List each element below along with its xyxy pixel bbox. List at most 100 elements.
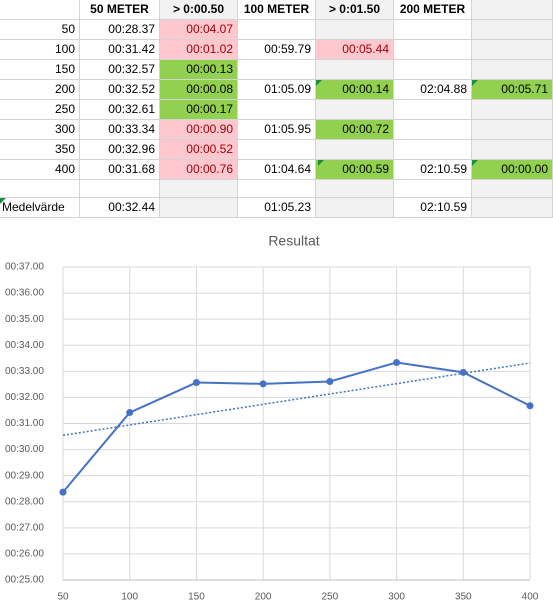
y-tick-label: 00:29.00 [5, 470, 44, 481]
cell: 00:05.44 [316, 40, 394, 60]
x-tick-label: 100 [121, 592, 138, 603]
cell [394, 100, 472, 120]
y-tick-label: 00:30.00 [5, 444, 44, 455]
cell [472, 120, 553, 140]
cell [160, 180, 238, 198]
y-tick-label: 00:34.00 [5, 340, 44, 351]
cell: 00:28.37 [80, 20, 160, 40]
data-point [393, 358, 401, 366]
error-indicator [316, 80, 322, 86]
y-tick-label: 00:26.00 [5, 549, 44, 560]
cell: 01:05.95 [238, 120, 316, 140]
cell: 00:32.61 [80, 100, 160, 120]
cell: 00:00.90 [160, 120, 238, 140]
cell [238, 100, 316, 120]
cell: 00:00.59 [316, 160, 394, 180]
cell: 02:10.59 [394, 198, 472, 218]
cell [394, 60, 472, 80]
cell [472, 20, 553, 40]
row-label: 350 [0, 140, 80, 160]
cell [316, 100, 394, 120]
header-cell: 200 METER [394, 0, 472, 20]
error-indicator [318, 160, 324, 166]
y-tick-label: 00:25.00 [5, 575, 44, 586]
x-tick-label: 400 [522, 592, 539, 603]
cell: 00:00.13 [160, 60, 238, 80]
cell [394, 120, 472, 140]
y-tick-label: 00:27.00 [5, 522, 44, 533]
cell: 00:59.79 [238, 40, 316, 60]
chart: Resultat 00:25.00 00:26.00 00:27.00 00:28.0… [5, 233, 539, 603]
cell: 00:32.96 [80, 140, 160, 160]
row-label: Medelvärde [0, 198, 80, 218]
data-line [62, 361, 531, 493]
y-tick-label: 00:36.00 [5, 288, 44, 299]
x-tick-label: 350 [455, 592, 472, 603]
x-tick-label: 300 [388, 592, 405, 603]
cell [472, 100, 553, 120]
error-indicator [0, 198, 6, 204]
cell [472, 60, 553, 80]
cell: 00:32.52 [80, 80, 160, 100]
x-tick-label: 150 [188, 592, 205, 603]
row-label: 300 [0, 120, 80, 140]
cell: 00:00.72 [316, 120, 394, 140]
data-point [259, 380, 267, 388]
row-label: 250 [0, 100, 80, 120]
cell [238, 20, 316, 40]
header-cell: > 0:01.50 [316, 0, 394, 20]
cell: 00:31.68 [80, 160, 160, 180]
row-label: 150 [0, 60, 80, 80]
y-tick-label: 00:35.00 [5, 314, 44, 325]
cell: 02:10.59 [394, 160, 472, 180]
cell: 00:00.08 [160, 80, 238, 100]
header-cell: 100 METER [238, 0, 316, 20]
data-point [192, 379, 200, 387]
data-point [526, 402, 534, 410]
cell [316, 140, 394, 160]
cell: 00:33.34 [80, 120, 160, 140]
y-tick-label: 00:28.00 [5, 496, 44, 507]
cell: 00:05.71 [472, 80, 553, 100]
row-label: 100 [0, 40, 80, 60]
cell [472, 180, 553, 198]
error-indicator [472, 80, 478, 86]
cell [394, 180, 472, 198]
y-tick-label: 00:37.00 [5, 262, 44, 273]
cell: 00:32.44 [80, 198, 160, 218]
data-point [459, 368, 467, 376]
cell [394, 40, 472, 60]
row-label [0, 180, 80, 198]
cell: 00:32.57 [80, 60, 160, 80]
x-tick-label: 250 [322, 592, 339, 603]
cell [160, 198, 238, 218]
y-tick-label: 00:33.00 [5, 366, 44, 377]
header-cell [472, 0, 553, 20]
cell: 00:31.42 [80, 40, 160, 60]
x-tick-label: 50 [57, 592, 69, 603]
cell [316, 20, 394, 40]
cell [316, 198, 394, 218]
cell [472, 140, 553, 160]
cell [316, 180, 394, 198]
cell: 01:05.09 [238, 80, 316, 100]
cell: 00:00.52 [160, 140, 238, 160]
cell: 00:01.02 [160, 40, 238, 60]
row-label: 400 [0, 160, 80, 180]
cell [316, 60, 394, 80]
spreadsheet: 50 METER > 0:00.50 100 METER > 0:01.50 200 M… [0, 0, 553, 218]
error-indicator [472, 160, 478, 166]
header-cell: 50 METER [80, 0, 160, 20]
cell [472, 40, 553, 60]
cell [394, 140, 472, 160]
chart-title: Resultat [268, 233, 319, 249]
cell: 00:00.00 [472, 160, 553, 180]
cell: 00:00.17 [160, 100, 238, 120]
cell [238, 140, 316, 160]
cell [80, 180, 160, 198]
cell: 00:00.14 [316, 80, 394, 100]
cell [472, 198, 553, 218]
data-point [326, 378, 334, 386]
data-point [59, 488, 67, 496]
